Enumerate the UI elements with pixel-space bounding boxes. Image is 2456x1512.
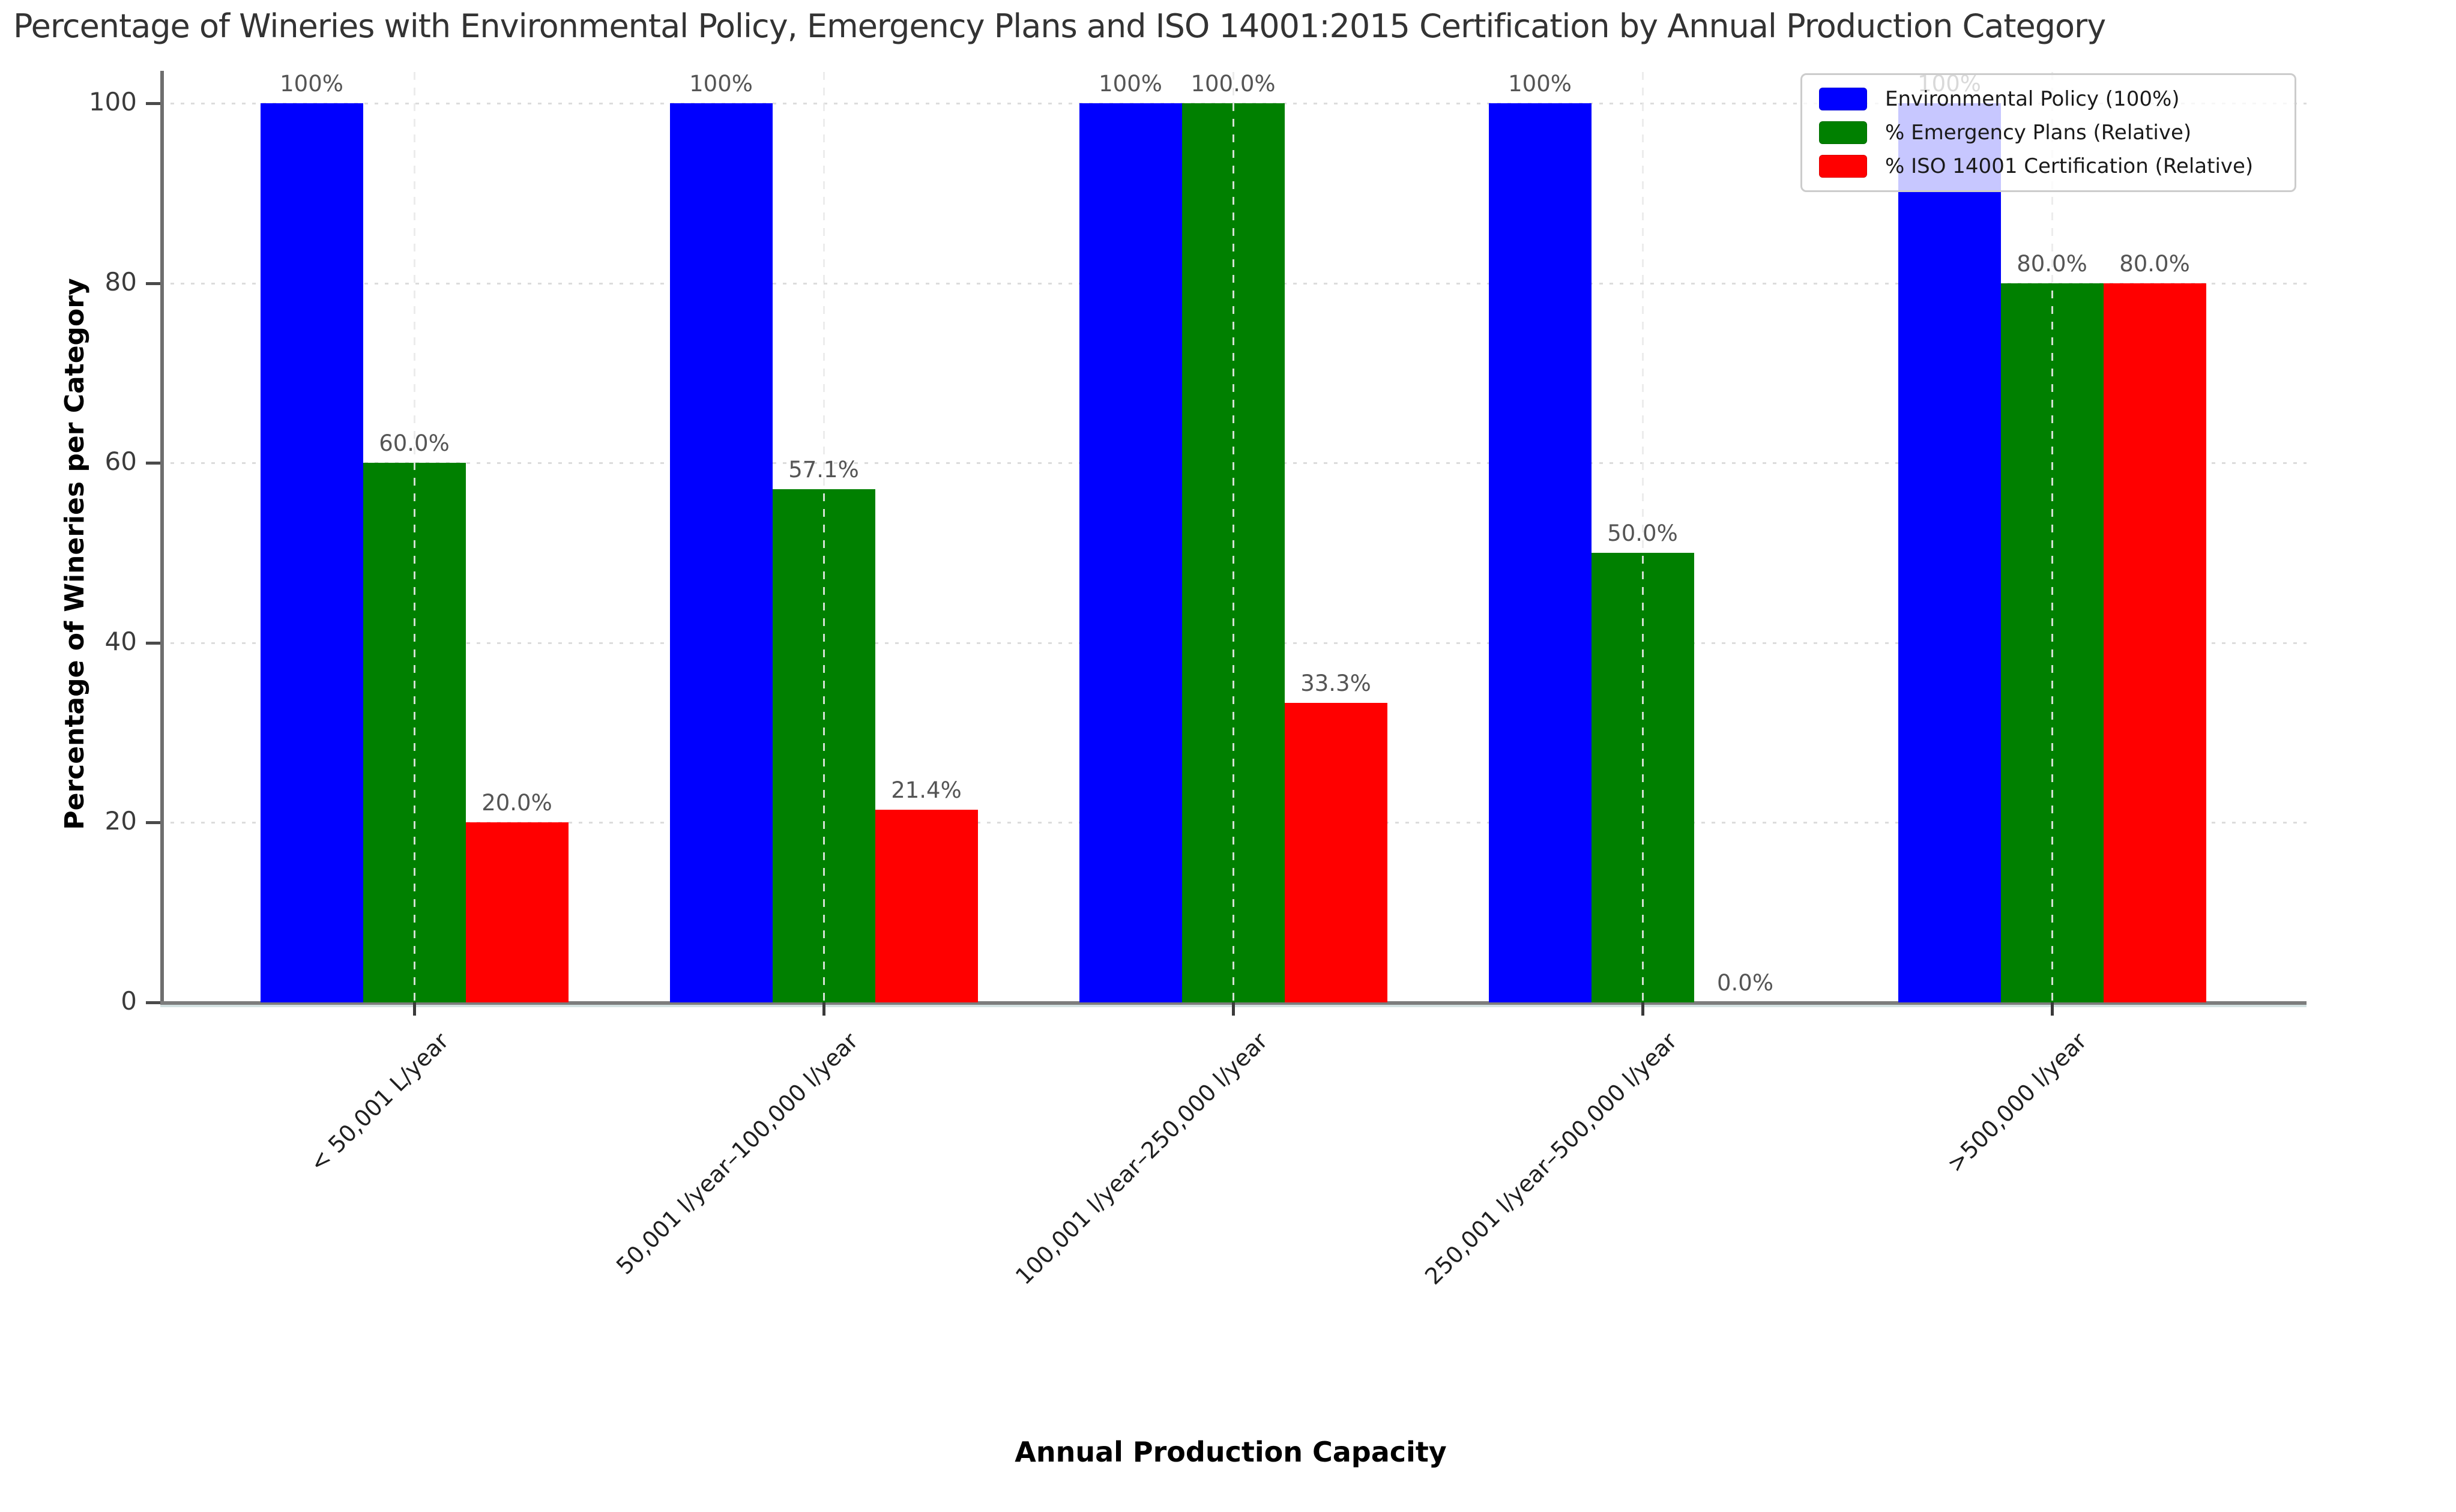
bar-value-label: 100%	[1099, 71, 1162, 97]
bar-value-label: 100%	[280, 71, 343, 97]
legend-item: Environmental Policy (100%)	[1819, 87, 2278, 111]
bar-value-label: 100%	[1508, 71, 1572, 97]
bar	[260, 103, 363, 1002]
legend-item-label: % Emergency Plans (Relative)	[1885, 121, 2192, 145]
y-tick-mark	[146, 641, 160, 645]
legend-swatch-red	[1819, 155, 1867, 178]
y-tick-mark	[146, 102, 160, 105]
y-axis-label: Percentage of Wineries per Category	[59, 278, 90, 830]
x-tick-mark	[1232, 1002, 1235, 1016]
x-tick-label: < 50,001 L/year	[304, 1028, 454, 1177]
legend-item-label: Environmental Policy (100%)	[1885, 87, 2180, 111]
gridline-vertical	[2051, 72, 2053, 1002]
gridline-vertical	[1233, 72, 1234, 1002]
bar-value-label: 20.0%	[481, 790, 552, 816]
y-tick-mark	[146, 821, 160, 825]
y-axis-line	[160, 71, 164, 1005]
x-tick-label: 250,001 l/year–500,000 l/year	[1420, 1028, 1683, 1290]
bar	[875, 810, 978, 1002]
y-tick-mark	[146, 1001, 160, 1004]
x-axis-label: Annual Production Capacity	[1015, 1436, 1447, 1468]
bar	[1488, 103, 1592, 1002]
x-tick-label: >500,000 l/year	[1942, 1028, 2092, 1178]
chart-title: Percentage of Wineries with Environmenta…	[13, 7, 2106, 45]
bar	[465, 822, 569, 1002]
x-tick-mark	[1641, 1002, 1644, 1016]
legend-item: % ISO 14001 Certification (Relative)	[1819, 154, 2278, 178]
y-tick-label: 60	[104, 447, 137, 477]
y-tick-label: 0	[121, 986, 137, 1016]
gridline-vertical	[823, 72, 825, 1002]
legend-swatch-green	[1819, 121, 1867, 144]
x-tick-label: 50,001 l/year–100,000 l/year	[611, 1028, 864, 1280]
y-tick-mark	[146, 282, 160, 285]
gridline-vertical	[414, 72, 415, 1002]
bar	[1898, 103, 2001, 1002]
bar	[1079, 103, 1182, 1002]
legend-swatch-blue	[1819, 88, 1867, 110]
legend-item: % Emergency Plans (Relative)	[1819, 121, 2278, 145]
bar-value-label: 33.3%	[1300, 670, 1371, 697]
x-tick-mark	[822, 1002, 825, 1016]
bar	[2103, 283, 2206, 1002]
bar-value-label: 80.0%	[2119, 250, 2190, 277]
y-tick-mark	[146, 462, 160, 465]
x-tick-mark	[413, 1002, 416, 1016]
y-tick-label: 80	[104, 267, 137, 297]
bar-value-label: 0.0%	[1717, 970, 1773, 996]
bar	[1284, 703, 1387, 1002]
y-tick-label: 40	[104, 626, 137, 656]
legend: Environmental Policy (100%) % Emergency …	[1800, 73, 2296, 192]
x-tick-mark	[2051, 1002, 2054, 1016]
legend-item-label: % ISO 14001 Certification (Relative)	[1885, 154, 2254, 178]
bar-value-label: 21.4%	[891, 777, 962, 804]
bar-value-label: 100%	[689, 71, 753, 97]
bar	[669, 103, 773, 1002]
y-tick-label: 100	[88, 87, 137, 116]
x-tick-label: 100,001 l/year–250,000 l/year	[1010, 1028, 1273, 1290]
y-tick-label: 20	[104, 806, 137, 836]
gridline-vertical	[1642, 72, 1644, 1002]
